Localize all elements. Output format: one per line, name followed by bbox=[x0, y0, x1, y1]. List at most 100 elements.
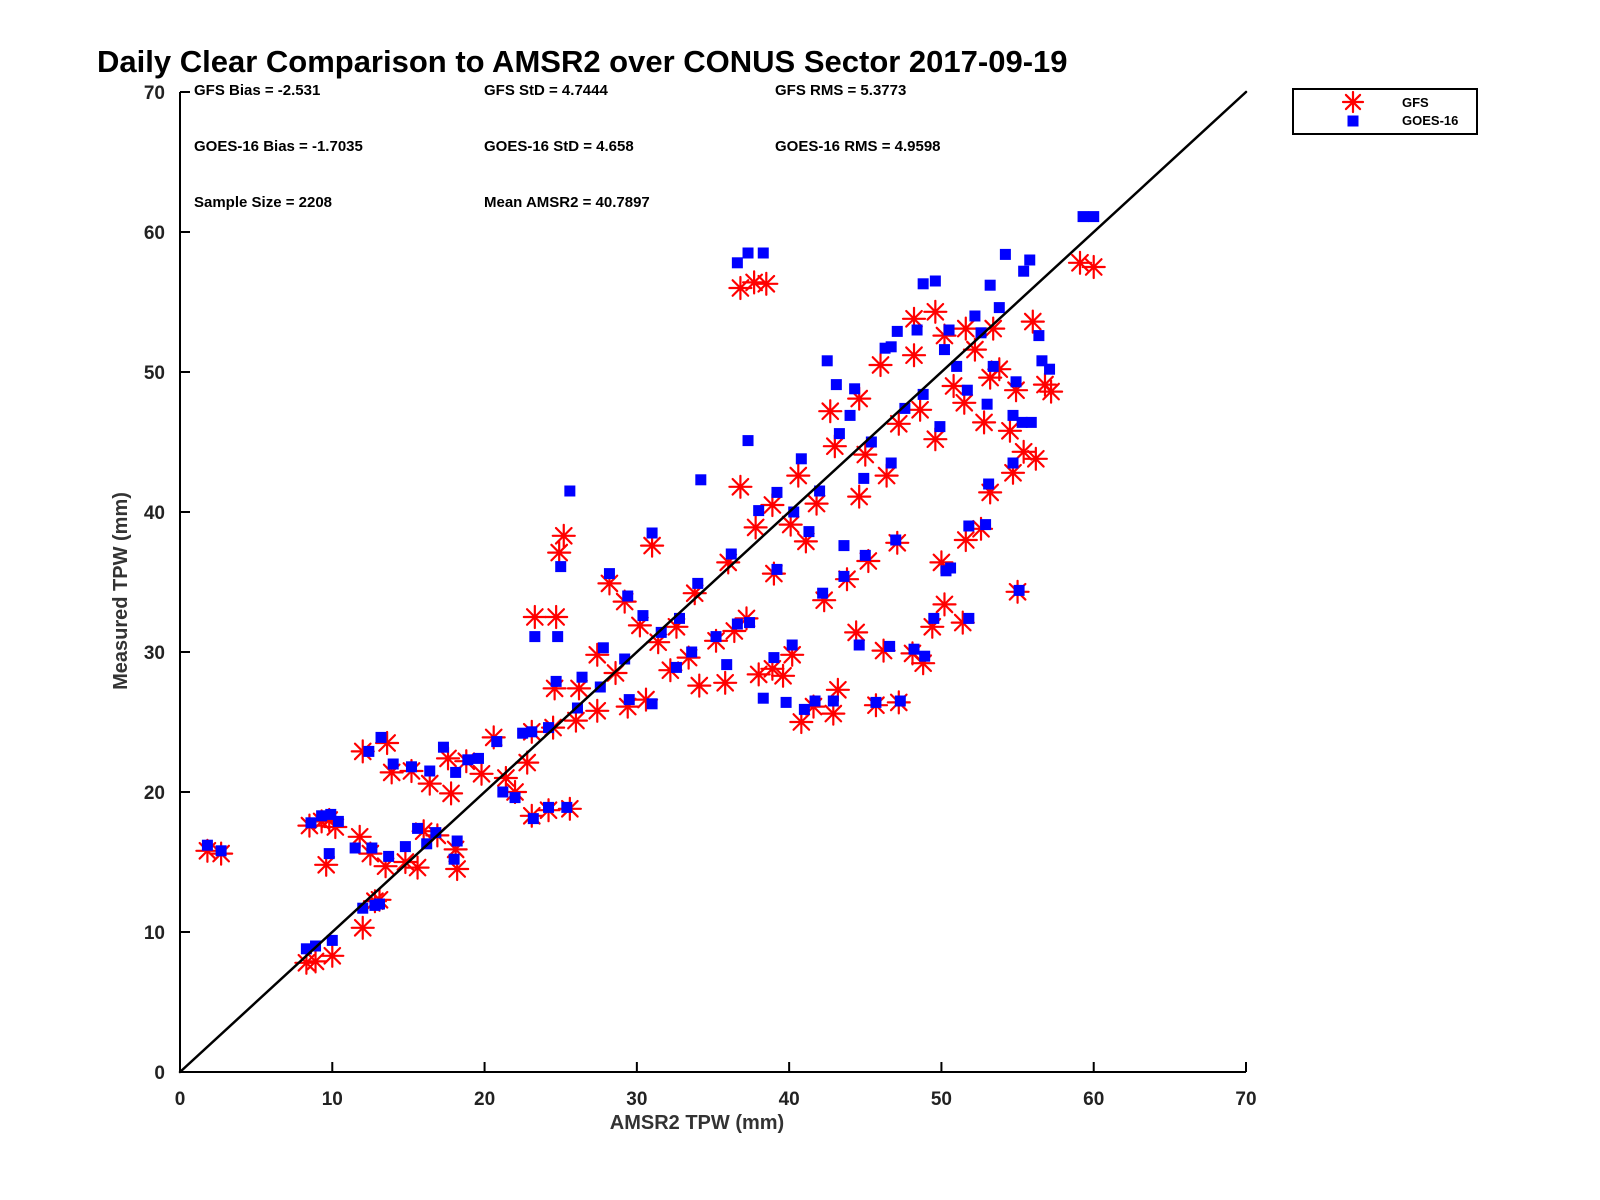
goes16-point bbox=[437, 741, 449, 753]
goes16-point bbox=[517, 727, 529, 739]
y-tick-label: 0 bbox=[154, 1063, 165, 1084]
goes16-point bbox=[929, 275, 941, 287]
gfs-point bbox=[901, 343, 927, 368]
goes16-point bbox=[526, 726, 538, 738]
goes16-point bbox=[646, 698, 658, 710]
goes16-point bbox=[673, 612, 685, 624]
goes16-point bbox=[710, 631, 722, 643]
x-tick-label: 50 bbox=[931, 1089, 952, 1110]
gfs-point bbox=[1081, 254, 1106, 280]
goes16-point bbox=[838, 570, 850, 582]
gfs-point bbox=[997, 418, 1023, 443]
goes16-point bbox=[1016, 416, 1028, 428]
gfs-point bbox=[303, 949, 328, 974]
gfs-point bbox=[547, 540, 572, 565]
goes16-point bbox=[830, 379, 842, 391]
y-tick-label: 70 bbox=[144, 83, 165, 104]
goes16-point bbox=[744, 617, 756, 629]
goes16-point bbox=[983, 478, 995, 490]
goes16-point bbox=[323, 848, 335, 860]
y-axis-label: Measured TPW (mm) bbox=[110, 492, 132, 690]
goes16-point bbox=[497, 786, 509, 798]
gfs-point bbox=[405, 855, 430, 880]
x-tick-label: 10 bbox=[322, 1089, 343, 1110]
gfs-point bbox=[585, 698, 610, 723]
goes16-point bbox=[561, 801, 573, 813]
goes16-point bbox=[300, 943, 312, 955]
gfs-point bbox=[566, 676, 592, 701]
gfs-point bbox=[469, 761, 494, 786]
goes16-point bbox=[917, 388, 929, 400]
gfs-point bbox=[1011, 439, 1036, 464]
x-tick-label: 60 bbox=[1083, 1089, 1104, 1110]
legend-goes16-marker bbox=[1347, 115, 1359, 127]
legend-gfs-label: GFS bbox=[1402, 95, 1429, 110]
x-tick-label: 30 bbox=[626, 1089, 647, 1110]
goes16-point bbox=[961, 384, 973, 396]
goes16-point bbox=[527, 813, 539, 825]
gfs-point bbox=[323, 814, 348, 840]
chart-title: Daily Clear Comparison to AMSR2 over CON… bbox=[97, 44, 1068, 79]
gfs-point bbox=[923, 427, 948, 452]
goes16-point bbox=[462, 754, 474, 766]
gfs-point bbox=[1020, 309, 1045, 334]
goes16-point bbox=[375, 731, 387, 743]
gfs-point bbox=[847, 484, 872, 509]
goes16-point bbox=[332, 815, 344, 827]
goes16-point bbox=[817, 587, 829, 599]
goes16-point bbox=[366, 842, 378, 854]
legend-box bbox=[1292, 88, 1478, 135]
stat-goes-std: GOES-16 StD = 4.658 bbox=[484, 138, 634, 155]
axes bbox=[179, 92, 1246, 1073]
y-tick-label: 50 bbox=[144, 363, 165, 384]
goes16-point bbox=[780, 696, 792, 708]
goes16-point bbox=[788, 506, 800, 518]
goes16-point bbox=[938, 344, 950, 356]
goes16-point bbox=[795, 453, 807, 465]
goes16-point bbox=[1007, 457, 1019, 469]
goes16-point bbox=[552, 631, 564, 643]
goes16-point bbox=[305, 817, 317, 829]
goes16-point bbox=[692, 577, 704, 589]
gfs-point bbox=[438, 781, 464, 806]
gfs-point bbox=[818, 399, 843, 424]
goes16-point bbox=[363, 745, 375, 757]
goes16-point bbox=[543, 722, 555, 734]
goes16-point bbox=[543, 801, 555, 813]
goes16-point bbox=[987, 360, 999, 372]
goes16-point bbox=[858, 472, 870, 484]
goes16-point bbox=[742, 435, 754, 447]
goes16-point bbox=[849, 383, 861, 395]
gfs-point bbox=[786, 463, 811, 488]
gfs-point bbox=[1067, 250, 1093, 275]
x-tick-label: 0 bbox=[175, 1089, 186, 1110]
goes16-point bbox=[373, 898, 385, 910]
stat-gfs-rms: GFS RMS = 5.3773 bbox=[775, 82, 906, 99]
goes16-point bbox=[757, 247, 769, 259]
goes16-point bbox=[911, 324, 923, 336]
goes16-point bbox=[919, 650, 931, 662]
x-axis-label: AMSR2 TPW (mm) bbox=[610, 1112, 784, 1134]
stat-goes-rms: GOES-16 RMS = 4.9598 bbox=[775, 138, 941, 155]
goes16-point bbox=[357, 902, 369, 914]
goes16-point bbox=[963, 520, 975, 532]
goes16-point bbox=[890, 534, 902, 546]
goes16-point bbox=[450, 766, 462, 778]
stat-goes-bias: GOES-16 Bias = -1.7035 bbox=[194, 138, 363, 155]
gfs-point bbox=[821, 701, 846, 726]
gfs-point bbox=[754, 271, 779, 296]
goes16-point bbox=[771, 563, 783, 575]
goes16-point bbox=[430, 827, 442, 839]
goes16-point bbox=[529, 631, 541, 643]
gfs-point bbox=[728, 474, 753, 499]
goes16-point bbox=[405, 761, 417, 773]
goes16-point bbox=[412, 822, 424, 834]
goes16-point bbox=[975, 327, 987, 339]
goes16-point bbox=[879, 342, 891, 354]
goes16-point bbox=[945, 562, 957, 574]
goes16-point bbox=[325, 808, 337, 820]
goes16-point bbox=[399, 841, 411, 853]
goes16-point bbox=[1025, 416, 1037, 428]
goes16-point bbox=[908, 643, 920, 655]
goes16-point bbox=[786, 639, 798, 651]
